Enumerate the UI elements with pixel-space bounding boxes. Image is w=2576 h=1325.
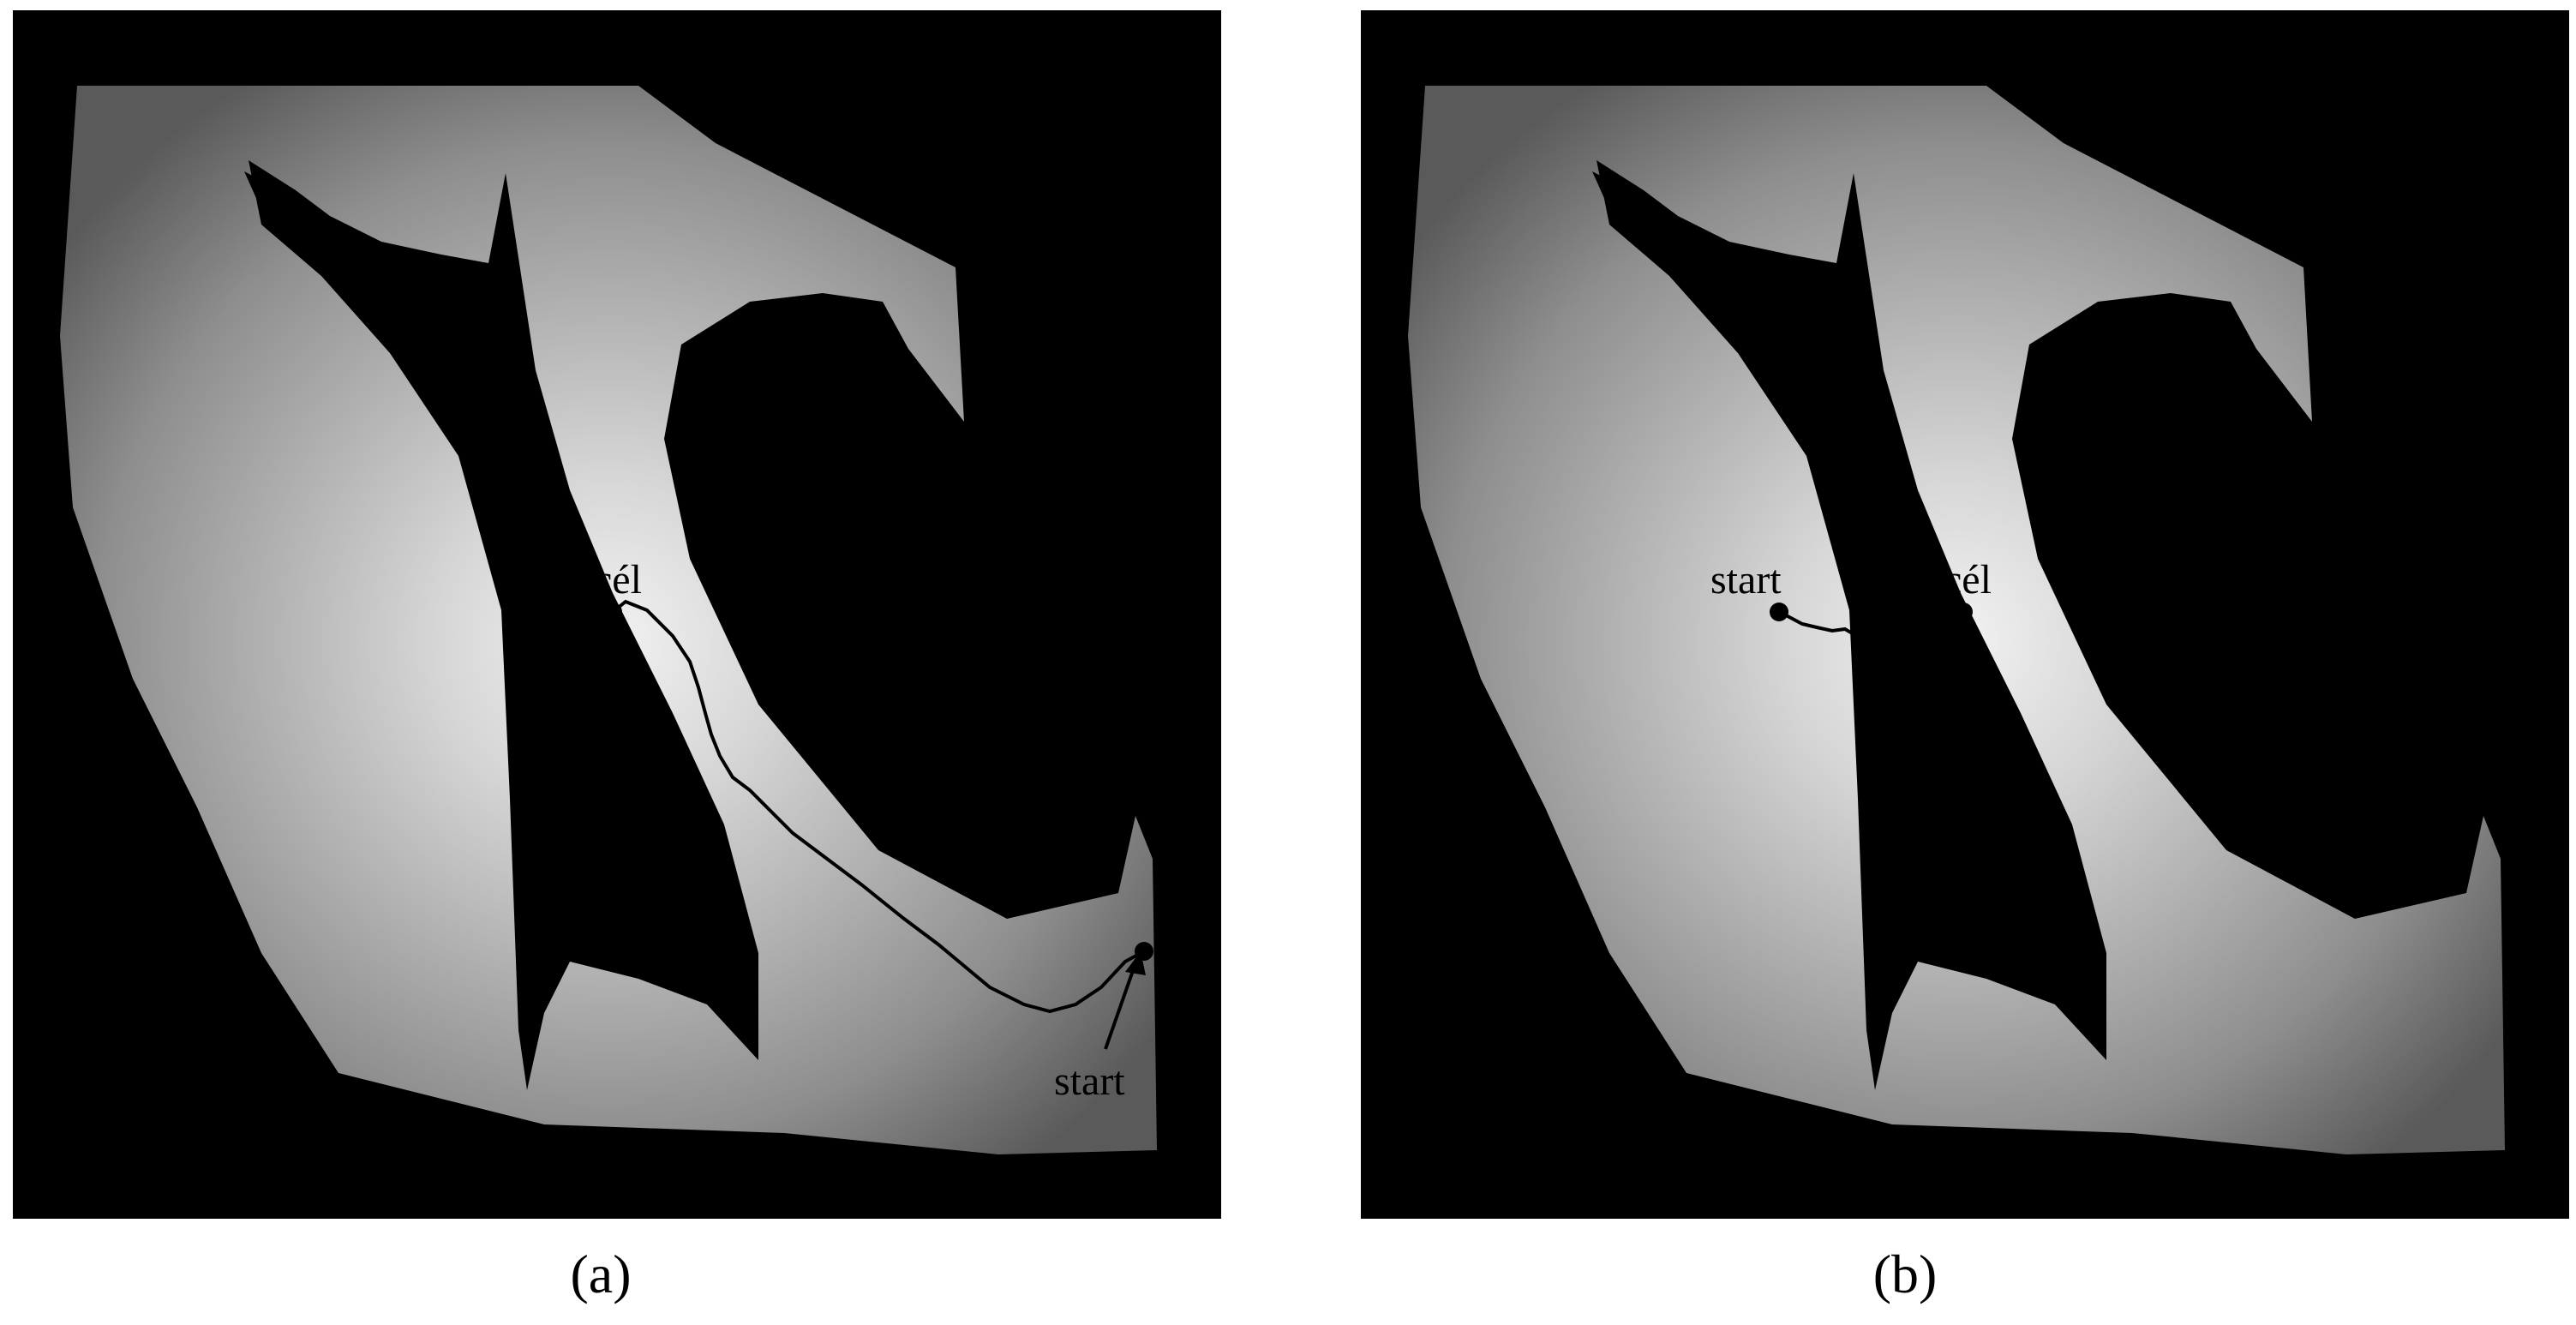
caption-b: (b) <box>1872 1244 1938 1304</box>
panel-b-field-svg: start cél <box>1408 86 2505 1154</box>
goal-marker <box>1954 603 1973 621</box>
panel-b-map: start cél <box>1361 10 2569 1219</box>
panel-a-map: cél start <box>13 10 1221 1219</box>
panel-a-field-svg: cél start <box>60 86 1157 1154</box>
robot-path <box>1778 610 1855 636</box>
goal-label: cél <box>1944 557 1992 603</box>
start-label: start <box>1710 557 1782 603</box>
start-label: start <box>1054 1058 1125 1104</box>
obstacle-wedge <box>249 160 758 1090</box>
start-marker <box>1135 942 1153 961</box>
robot-path <box>611 599 1145 1014</box>
goal-marker <box>603 603 622 621</box>
goal-label: cél <box>594 557 642 603</box>
start-marker <box>1770 603 1788 621</box>
caption-a: (a) <box>570 1244 632 1304</box>
start-arrow <box>1104 962 1137 1050</box>
obstacle-notch <box>1592 171 1665 250</box>
obstacle-notch <box>244 171 317 250</box>
obstacle-wedge <box>1597 160 2106 1090</box>
